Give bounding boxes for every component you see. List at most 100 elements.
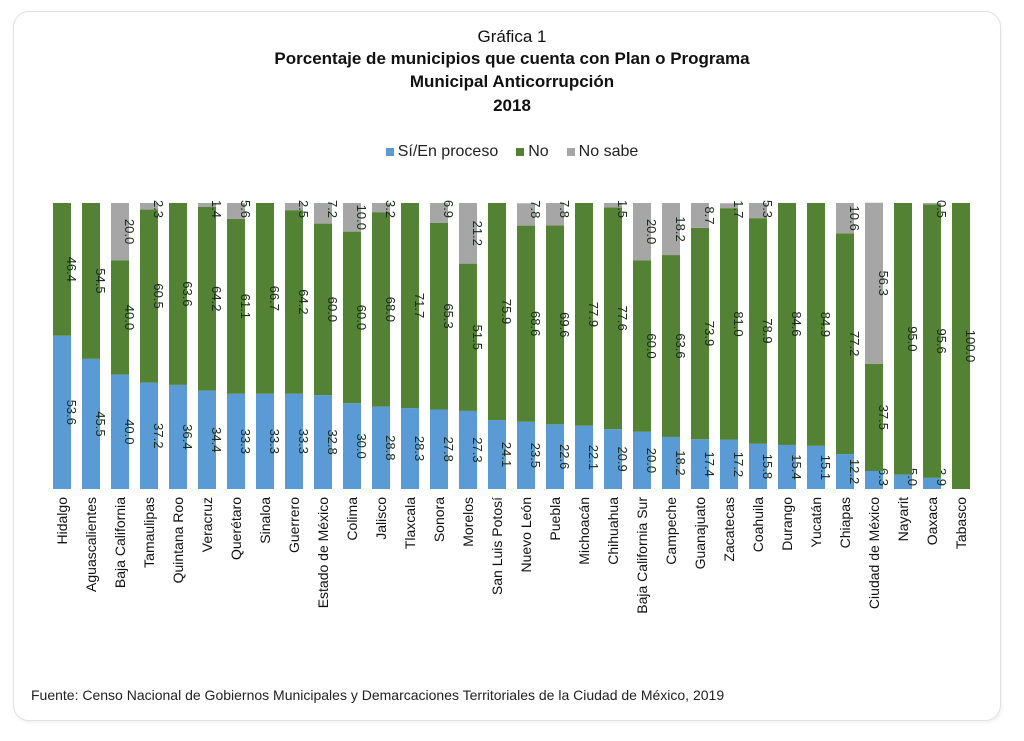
legend-label-no-sabe: No sabe — [578, 143, 639, 160]
bar-segment-si — [488, 420, 506, 489]
data-label: 77.6 — [615, 306, 630, 331]
category-label: Tamaulipas — [141, 497, 157, 568]
data-label: 60.5 — [151, 283, 166, 308]
category-label: San Luis Potosí — [489, 497, 505, 595]
bar-segment-no-sabe — [314, 203, 332, 224]
bar-segment-no-sabe — [720, 203, 738, 209]
bar-group: 34.4 64.2 1.4 — [198, 200, 224, 489]
data-label: 7.8 — [528, 200, 543, 218]
bar-segment-no — [430, 222, 448, 410]
bar-segment-si — [343, 403, 361, 489]
category-label: Ciudad de México — [866, 497, 882, 609]
data-label: 77.2 — [847, 331, 862, 356]
category-label: Querétaro — [228, 497, 244, 560]
bar-segment-no-sabe — [430, 203, 448, 223]
category-label: Puebla — [547, 497, 563, 541]
bar-group: 15.1 84.9 — [807, 203, 833, 489]
bar-segment-si — [256, 393, 274, 489]
bar-segment-si — [314, 395, 332, 489]
bar-segment-si — [865, 470, 883, 489]
legend-label-no: No — [528, 143, 549, 160]
bar-segment-si — [749, 443, 767, 489]
data-label: 77.9 — [586, 302, 601, 327]
bar-segment-no — [517, 225, 535, 422]
category-label: Sonora — [431, 497, 447, 542]
data-label: 33.3 — [267, 429, 282, 454]
data-label: 3.2 — [383, 200, 398, 218]
legend-swatch-no-sabe — [566, 148, 575, 156]
category-label: Zacatecas — [721, 497, 737, 562]
source-note: Fuente: Censo Nacional de Gobiernos Muni… — [31, 687, 725, 703]
bar-group: 40.0 40.0 20.0 — [111, 203, 137, 489]
data-label: 5.6 — [238, 200, 253, 218]
category-label: Tlaxcala — [402, 497, 418, 549]
bar-segment-si — [285, 393, 303, 489]
bar-segment-no — [82, 203, 100, 359]
bar-group: 15.4 84.6 — [778, 203, 804, 489]
bar-segment-no — [401, 203, 419, 409]
bar-group: 20.0 60.0 20.0 — [633, 203, 659, 489]
data-label: 95.6 — [934, 328, 949, 353]
bar-segment-no-sabe — [633, 203, 651, 261]
bar-segment-no — [372, 212, 390, 407]
chart-year: 2018 — [493, 96, 531, 115]
bar-group: 33.3 66.7 — [256, 203, 282, 489]
category-label: Coahuila — [750, 497, 766, 552]
data-label: 30.0 — [354, 433, 369, 458]
bar-segment-no-sabe — [198, 203, 216, 208]
data-label: 5.3 — [760, 200, 775, 218]
bar-group: 15.8 78.9 5.3 — [749, 200, 775, 489]
data-label: 1.7 — [731, 200, 746, 218]
bar-segment-no-sabe — [749, 203, 767, 219]
data-label: 1.4 — [209, 200, 224, 218]
chart-title-line-1: Porcentaje de municipios que cuenta con … — [274, 49, 750, 68]
bar-segment-no — [169, 203, 187, 385]
bar-segment-si — [372, 406, 390, 489]
bar-segment-si — [140, 382, 158, 489]
bar-segment-si — [430, 409, 448, 489]
bar-segment-no — [575, 203, 593, 426]
category-label: Michoacán — [576, 497, 592, 565]
bar-segment-si — [691, 439, 709, 489]
bar-segment-no — [749, 218, 767, 444]
data-label: 100.0 — [963, 330, 978, 363]
bar-segment-si — [227, 393, 245, 489]
data-label: 28.8 — [383, 435, 398, 460]
bar-segment-no — [256, 203, 274, 394]
bar-segment-si — [604, 429, 622, 489]
bar-group: 18.2 63.6 18.2 — [662, 203, 688, 489]
bar-segment-no-sabe — [140, 203, 158, 210]
bar-segment-si — [169, 384, 187, 489]
bar-segment-no-sabe — [111, 203, 129, 261]
legend-item-no: No — [516, 143, 549, 161]
bar-group: 5.095.0 — [894, 203, 920, 489]
bar-segment-si — [894, 474, 912, 489]
category-label: Oaxaca — [924, 497, 940, 545]
data-label: 68.6 — [528, 311, 543, 336]
bar-segment-no — [923, 204, 941, 478]
bar-segment-no — [53, 203, 71, 336]
bar-group: 22.1 77.9 — [575, 203, 601, 489]
data-label: 8.7 — [702, 206, 717, 224]
category-label: Hidalgo — [54, 497, 70, 545]
bar-group: 53.6 46.4 — [53, 203, 79, 489]
bar-group: 33.3 61.1 5.6 — [227, 200, 253, 489]
data-label: 32.8 — [325, 429, 340, 454]
bar-segment-no-sabe — [865, 202, 883, 364]
bar-segment-no — [865, 363, 883, 471]
legend-swatch-no — [516, 148, 525, 156]
data-label: 60.0 — [644, 333, 659, 358]
bar-segment-no — [111, 260, 129, 375]
bar-segment-no — [140, 209, 158, 383]
data-label: 68.0 — [383, 297, 398, 322]
bar-segment-si — [575, 425, 593, 489]
bar-segment-no-sabe — [372, 203, 390, 213]
bar-segment-si — [401, 408, 419, 489]
data-label: 53.6 — [64, 400, 79, 425]
bar-segment-no-sabe — [923, 203, 941, 205]
data-label: 46.4 — [64, 257, 79, 282]
data-label: 81.0 — [731, 311, 746, 336]
bar-group: 22.6 69.6 7.8 — [546, 200, 572, 489]
data-label: 20.0 — [122, 219, 137, 244]
data-label: 40.0 — [122, 305, 137, 330]
